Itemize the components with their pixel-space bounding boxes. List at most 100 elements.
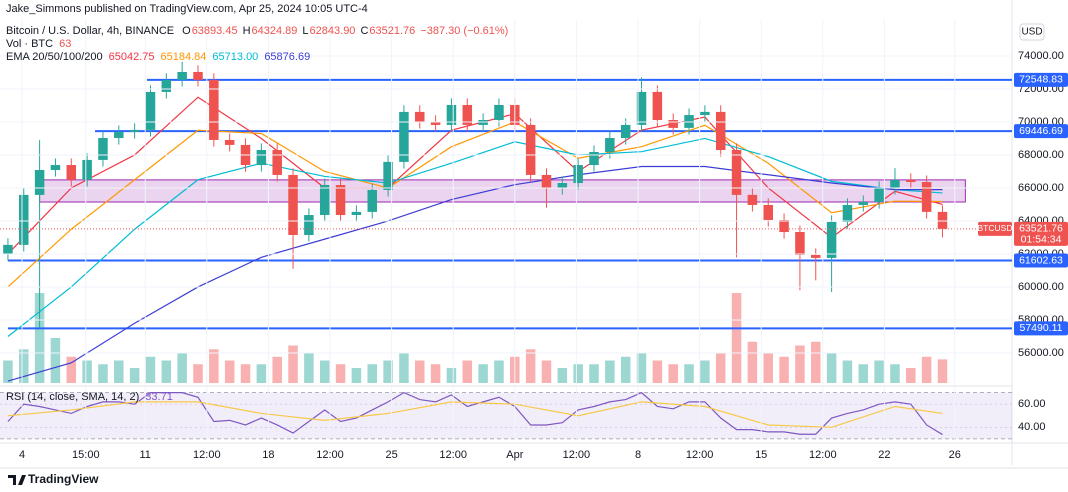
candle-body <box>494 104 504 120</box>
candle-body <box>304 215 314 235</box>
candle-body <box>937 211 948 229</box>
volume-bar <box>256 364 267 383</box>
volume-bar <box>367 364 377 383</box>
volume-bar <box>3 360 13 383</box>
volume-bar <box>114 360 124 383</box>
x-tick-label: 15 <box>755 449 767 461</box>
candle-body <box>430 121 441 125</box>
candle-body <box>636 91 647 125</box>
level-tag <box>1014 72 1068 87</box>
x-tick-label: 12:00 <box>563 449 591 461</box>
candle-body <box>795 232 805 255</box>
volume-bar <box>826 353 837 383</box>
volume-bar <box>98 364 108 383</box>
level-tag-label: 57490.11 <box>1019 322 1062 334</box>
ohlc-value: 63893.45 <box>192 25 238 37</box>
candle-body <box>82 159 92 180</box>
zone <box>39 179 966 203</box>
volume-bar <box>779 356 789 383</box>
ema-last: 65184.84 <box>161 51 207 63</box>
candle-body <box>826 221 837 258</box>
volume-bar <box>415 360 425 383</box>
price-pane <box>0 61 1012 383</box>
rsi-tick-label: 40.00 <box>1018 421 1046 433</box>
candle-body <box>383 161 393 190</box>
candle-body <box>177 71 187 80</box>
candle-body <box>779 219 789 233</box>
y-tick-label: 74000.00 <box>1018 50 1064 62</box>
volume-bar <box>636 353 647 383</box>
level-tag <box>1014 124 1068 139</box>
ema-line <box>7 165 943 382</box>
volume-bar <box>874 360 884 383</box>
volume-bar <box>272 356 282 383</box>
x-tick-label: 22 <box>878 449 890 461</box>
y-tick-label: 68000.00 <box>1018 149 1064 161</box>
x-tick-label: 8 <box>635 449 641 461</box>
candle-body <box>906 179 916 183</box>
candle-body <box>415 111 425 122</box>
candle-body <box>224 139 235 145</box>
candle-body <box>3 244 13 254</box>
volume-bar <box>304 353 314 383</box>
volume-bar <box>161 360 172 383</box>
level-tag-label: 61602.63 <box>1019 254 1063 266</box>
candle-body <box>652 91 663 120</box>
volume-bar <box>145 356 156 383</box>
candle-body <box>700 111 710 116</box>
countdown: 01:54:34 <box>1021 234 1062 246</box>
x-tick-label: Apr <box>506 449 523 461</box>
x-tick-label: 12:00 <box>809 449 837 461</box>
volume-bar <box>921 356 932 383</box>
volume-bar <box>684 364 694 383</box>
candle-body <box>811 254 821 258</box>
volume-bar <box>842 360 853 383</box>
x-tick-label: 18 <box>262 449 274 461</box>
logo-mark <box>8 475 26 485</box>
volume-bar <box>224 360 235 383</box>
candle-body <box>525 124 536 175</box>
candle-body <box>399 111 409 162</box>
candle-body <box>747 194 758 205</box>
rsi-line <box>7 391 943 436</box>
volume-bar <box>19 349 29 383</box>
candle-body <box>858 201 869 205</box>
volume-bar <box>731 293 742 383</box>
candle-body <box>114 132 124 138</box>
candle-body <box>557 183 568 188</box>
volume-bar <box>351 368 362 383</box>
candle-body <box>272 150 282 175</box>
volume-bar <box>700 360 710 383</box>
footer-logo <box>8 475 26 485</box>
candle-body <box>874 187 884 202</box>
x-tick-label: 11 <box>139 449 150 461</box>
level-tag <box>1014 253 1068 268</box>
volume-bar <box>478 364 488 383</box>
volume-bar <box>858 364 869 383</box>
volume-bar <box>399 353 409 383</box>
x-tick-label: 12:00 <box>439 449 467 461</box>
change: −387.30 (−0.61%) <box>420 25 508 37</box>
rsi-tick-label: 60.00 <box>1018 398 1046 410</box>
volume-title: Vol · BTC <box>6 38 53 50</box>
candle-body <box>351 211 362 216</box>
currency-box <box>1019 23 1045 41</box>
volume-bar <box>335 364 346 383</box>
candle-body <box>129 129 140 133</box>
candle-body <box>288 174 298 235</box>
volume-bar <box>795 345 805 383</box>
volume-bar <box>668 364 678 383</box>
volume-bar <box>177 353 187 383</box>
price-tag <box>1014 221 1068 246</box>
publisher-line: Jake_Simmons published on TradingView.co… <box>6 3 368 15</box>
volume-bar <box>715 353 726 383</box>
rsi-title: RSI (14, close, SMA, 14, 2) <box>6 391 139 403</box>
volume-bar <box>573 364 583 383</box>
volume-last: 63 <box>59 38 71 50</box>
candle-body <box>98 137 108 160</box>
candle-body <box>921 182 932 212</box>
candle-body <box>209 79 219 140</box>
symbol-tag <box>978 221 1012 236</box>
volume-bar <box>890 364 900 383</box>
volume-bar <box>589 364 599 383</box>
